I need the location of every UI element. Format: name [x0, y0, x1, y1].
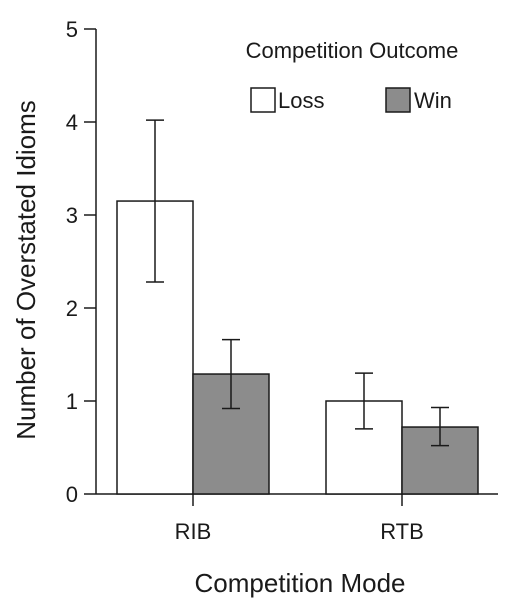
legend-swatch-loss — [250, 87, 276, 113]
y-tick-label: 0 — [66, 482, 78, 507]
bars — [116, 200, 479, 495]
y-tick-label: 5 — [66, 17, 78, 42]
error-bar — [222, 338, 240, 410]
legend-label-loss: Loss — [278, 88, 324, 113]
x-tick-label: RIB — [175, 519, 212, 544]
y-tick-label: 4 — [66, 110, 78, 135]
legend-label-win: Win — [414, 88, 452, 113]
x-tick-label: RTB — [380, 519, 424, 544]
y-axis: 0 1 2 3 4 5 — [66, 17, 97, 507]
bar-win-rib — [192, 373, 270, 495]
x-axis: RIB RTB — [96, 493, 498, 544]
error-bar — [355, 372, 373, 430]
error-bars — [146, 119, 449, 447]
legend-title: Competition Outcome — [246, 38, 459, 63]
y-axis-title: Number of Overstated Idioms — [11, 100, 41, 440]
x-axis-title: Competition Mode — [195, 568, 406, 598]
y-tick-label: 2 — [66, 296, 78, 321]
y-tick-label: 1 — [66, 389, 78, 414]
legend: Competition Outcome Loss Win — [246, 38, 459, 113]
error-bar — [146, 119, 164, 283]
y-tick-label: 3 — [66, 203, 78, 228]
legend-swatch-win — [385, 87, 411, 113]
error-bar — [431, 406, 449, 447]
